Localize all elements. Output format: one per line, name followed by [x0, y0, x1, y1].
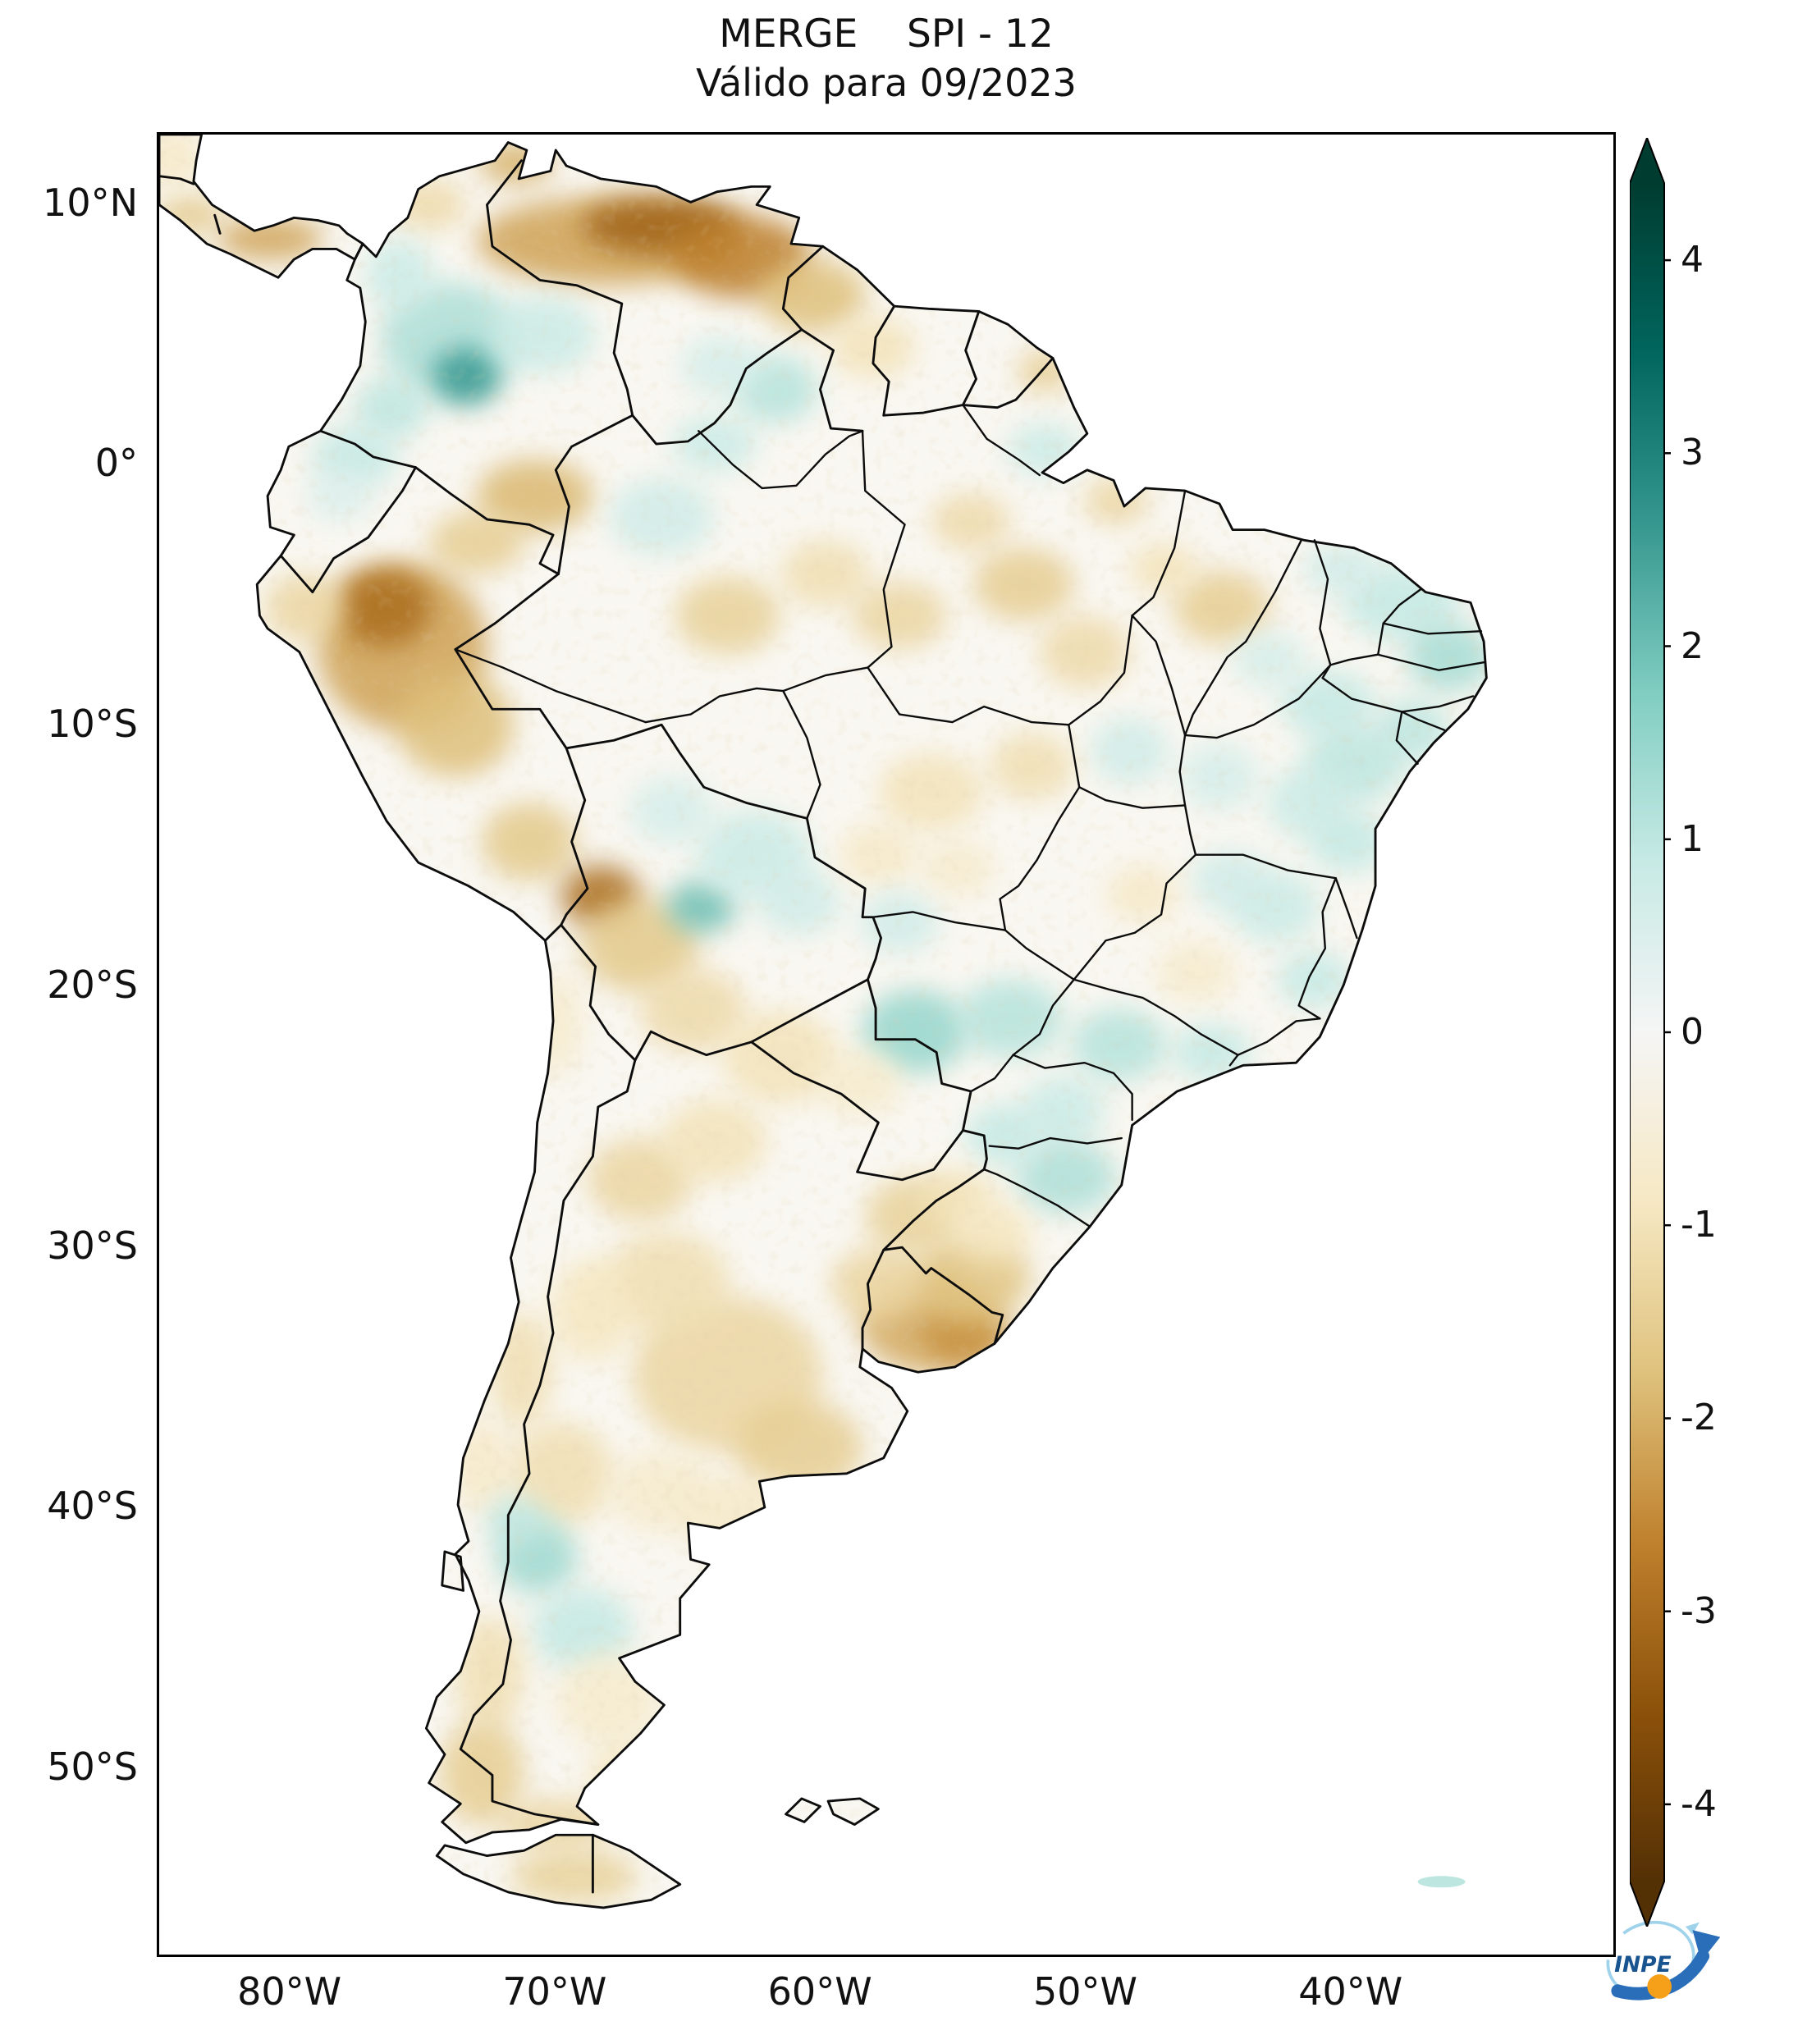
colorbar-tick-label: 3 [1681, 432, 1704, 474]
x-axis-tick-label: 50°W [1032, 1969, 1137, 2014]
x-axis-tick-label: 80°W [237, 1969, 342, 2014]
y-axis-tick-label: 30°S [47, 1223, 138, 1268]
x-axis-tick-label: 60°W [767, 1969, 872, 2014]
south-georgia-mark [1417, 1876, 1466, 1888]
y-axis-tick-label: 0° [94, 441, 138, 486]
y-axis-tick-label: 10°S [47, 702, 138, 747]
x-axis: 80°W 70°W 60°W 50°W 40°W [157, 1969, 1616, 2028]
colorbar-tick-label: -3 [1681, 1589, 1717, 1632]
inpe-logo: INPE [1583, 1905, 1731, 2010]
y-axis-tick-label: 50°S [47, 1744, 138, 1790]
colorbar-gradient [1630, 138, 1665, 1927]
swoosh-arrowhead-icon [1692, 1930, 1721, 1962]
land-fill [159, 135, 1487, 1908]
orbit-arrowhead-icon [1685, 1922, 1700, 1935]
y-axis-tick-label: 20°S [47, 962, 138, 1007]
south-america-map [159, 135, 1488, 1909]
inpe-logo-text: INPE [1614, 1952, 1671, 1978]
y-axis-tick-label: 10°N [43, 180, 138, 225]
colorbar-labels: 4 3 2 1 0 -1 -2 -3 -4 [1681, 0, 1796, 2044]
orange-dot-icon [1647, 1974, 1672, 1999]
colorbar-tick-label: 4 [1681, 239, 1704, 281]
inpe-logo-graphic: INPE [1606, 1920, 1721, 2001]
colorbar-ticks [1664, 258, 1671, 1806]
political-borders [159, 135, 1488, 1909]
colorbar-tick-label: -1 [1681, 1204, 1717, 1246]
chart-subtitle: Válido para 09/2023 [696, 61, 1077, 105]
colorbar-tick-label: 1 [1681, 817, 1704, 860]
colorbar-tick-label: -2 [1681, 1397, 1717, 1439]
map-canvas: INPE [157, 132, 1721, 2001]
x-axis-tick-label: 70°W [502, 1969, 607, 2014]
y-axis-tick-label: 40°S [47, 1484, 138, 1529]
chart-title: MERGE SPI - 12 [719, 11, 1054, 57]
x-axis-tick-label: 40°W [1298, 1969, 1403, 2014]
colorbar-tick-label: -4 [1681, 1782, 1717, 1825]
colorbar-tick-label: 0 [1681, 1011, 1704, 1053]
y-axis: 10°N 0° 10°S 20°S 30°S 40°S 50°S [0, 132, 148, 1957]
colorbar [1630, 138, 1671, 1927]
colorbar-tick-label: 2 [1681, 624, 1704, 667]
